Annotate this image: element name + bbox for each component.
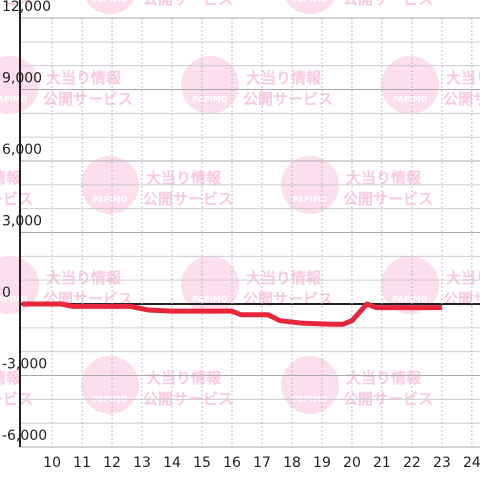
watermark-text: 大当り情報 (46, 269, 122, 287)
x-tick-label: 21 (373, 455, 391, 471)
watermark-text: 大当り情報 (46, 69, 122, 87)
y-tick-label: -6,000 (2, 428, 47, 444)
watermark-text: 大当り情報 (0, 169, 22, 187)
watermark-text: 公開サービス (243, 290, 333, 308)
x-tick-label: 19 (313, 455, 331, 471)
watermark-circle (281, 356, 339, 414)
watermark-text: 大当り情報 (0, 369, 22, 387)
y-tick-label: -3,000 (2, 357, 47, 373)
watermark-brand: PAPIMO (0, 95, 28, 104)
watermark-brand: PAPIMO (293, 195, 328, 204)
watermark-text: 公開サービス (143, 190, 233, 208)
watermark-brand: PAPIMO (93, 0, 128, 4)
x-tick-label: 12 (103, 455, 121, 471)
x-tick-label: 24 (463, 455, 480, 471)
watermark-circle (285, 0, 335, 14)
y-tick-label: 9,000 (2, 71, 42, 87)
watermark-brand: PAPIMO (293, 0, 328, 4)
watermark-brand: PAPIMO (393, 95, 428, 104)
watermark-text: 大当り情報 (246, 269, 322, 287)
x-tick-label: 17 (253, 455, 271, 471)
watermark-circle (181, 56, 239, 114)
y-tick-label: 6,000 (2, 142, 42, 158)
watermark-text: 大当り情報 (346, 369, 422, 387)
watermark-text: 公開サービス (343, 190, 433, 208)
watermark-text: 大当り情報 (446, 269, 480, 287)
watermark-circle (181, 256, 239, 314)
x-tick-label: 10 (43, 455, 61, 471)
x-tick-label: 22 (403, 455, 421, 471)
x-tick-label: 15 (193, 455, 211, 471)
watermark-text: 公開サービス (343, 0, 433, 8)
watermark-circle (85, 0, 135, 14)
watermark-text: 大当り情報 (446, 69, 480, 87)
watermark-text: 公開サービス (443, 290, 480, 308)
watermark-text: 大当り情報 (146, 369, 222, 387)
watermark-brand: PAPIMO (393, 295, 428, 304)
x-tick-label: 11 (73, 455, 91, 471)
watermark-text: 公開サービス (0, 0, 33, 8)
watermark-circle (81, 356, 139, 414)
y-tick-label: 0 (2, 285, 11, 301)
watermark-brand: PAPIMO (0, 295, 28, 304)
watermark-text: 公開サービス (443, 90, 480, 108)
watermark-brand: PAPIMO (193, 295, 228, 304)
x-tick-label: 14 (163, 455, 181, 471)
x-tick-label: 20 (343, 455, 361, 471)
watermark-text: 大当り情報 (346, 169, 422, 187)
watermark-text: 公開サービス (0, 190, 33, 208)
watermark-text: 大当り情報 (246, 69, 322, 87)
watermark-circle (381, 56, 439, 114)
x-tick-label: 23 (433, 455, 451, 471)
watermark-brand: PAPIMO (93, 195, 128, 204)
y-tick-label: 3,000 (2, 214, 42, 230)
watermark-text: 公開サービス (143, 0, 233, 8)
watermark-text: 公開サービス (43, 90, 133, 108)
y-tick-label: 12,000 (2, 0, 51, 15)
watermark-brand: PAPIMO (193, 95, 228, 104)
watermark-text: 大当り情報 (146, 169, 222, 187)
watermark-text: 公開サービス (0, 390, 33, 408)
x-tick-label: 16 (223, 455, 241, 471)
line (22, 301, 442, 327)
watermark-circle (381, 256, 439, 314)
watermark-text: 公開サービス (243, 90, 333, 108)
x-tick-label: 13 (133, 455, 151, 471)
x-tick-label: 18 (283, 455, 301, 471)
